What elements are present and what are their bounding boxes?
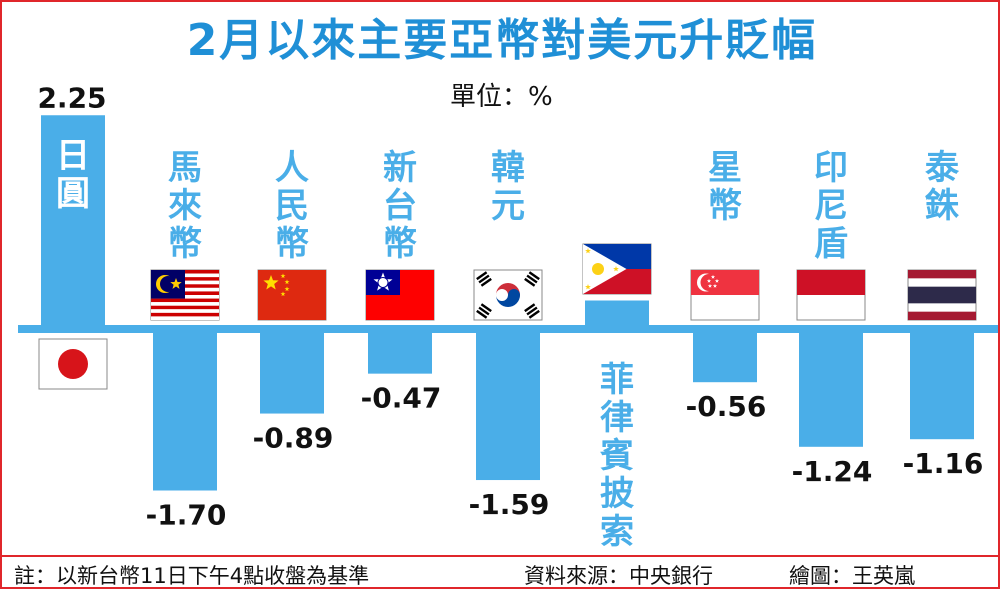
category-label-2: 來 <box>168 186 202 226</box>
value-label-8: -1.24 <box>792 455 873 488</box>
bar-7 <box>693 329 757 383</box>
category-label-3: 人 <box>275 148 309 188</box>
category-label-6: 律 <box>600 398 634 438</box>
value-label-1: 2.25 <box>37 81 106 114</box>
bar-9 <box>910 329 974 440</box>
bar-2 <box>153 329 217 491</box>
category-label-4: 新 <box>383 148 417 188</box>
category-label-9: 泰 <box>925 148 960 188</box>
value-label-9: -1.16 <box>903 447 984 480</box>
value-label-3: -0.89 <box>253 422 334 455</box>
footnote: 註：以新台幣11日下午4點收盤為基準 <box>14 564 370 588</box>
bar-5 <box>476 329 540 481</box>
category-label-8: 尼 <box>814 186 848 226</box>
category-label-3: 幣 <box>275 224 309 264</box>
category-label-4: 台 <box>383 186 417 226</box>
bar-3 <box>260 329 324 414</box>
bar-4 <box>368 329 432 374</box>
category-label-2: 幣 <box>168 224 202 264</box>
category-label-5: 韓 <box>491 148 525 188</box>
category-label-8: 盾 <box>814 224 848 264</box>
category-label-7: 幣 <box>708 186 742 226</box>
value-label-4: -0.47 <box>361 382 442 415</box>
chart-artist: 繪圖：王英嵐 <box>789 564 915 588</box>
bar-6 <box>585 300 649 329</box>
value-label-2: -1.70 <box>146 499 227 532</box>
value-label-7: -0.56 <box>686 390 767 423</box>
category-label-6: 賓 <box>600 436 634 476</box>
category-label-9: 銖 <box>925 186 959 226</box>
category-label-6: 披 <box>600 474 634 514</box>
chart-footer: 註：以新台幣11日下午4點收盤為基準 資料來源：中央銀行 繪圖：王英嵐 <box>2 555 998 588</box>
category-label-6: 菲 <box>600 360 634 400</box>
category-label-1: 日 <box>56 136 90 176</box>
bar-8 <box>799 329 863 447</box>
value-label-5: -1.59 <box>469 488 550 521</box>
category-label-4: 幣 <box>383 224 417 264</box>
chart-title: 2月以來主要亞幣對美元升貶幅 <box>186 15 818 66</box>
unit-label: 單位：% <box>450 82 553 112</box>
data-source: 資料來源：中央銀行 <box>524 564 713 588</box>
category-label-1: 圓 <box>56 174 90 214</box>
bar-1 <box>41 115 105 329</box>
category-label-6: 索 <box>600 512 634 552</box>
category-label-8: 印 <box>814 148 848 188</box>
category-label-3: 民 <box>275 186 309 226</box>
category-label-5: 元 <box>491 186 525 226</box>
category-label-2: 馬 <box>168 148 202 188</box>
category-label-7: 星 <box>708 148 742 188</box>
bar-chart: 2.25日圓-1.70馬來幣-0.89人民幣-0.47新台幣-1.59韓元0.3… <box>18 81 998 552</box>
